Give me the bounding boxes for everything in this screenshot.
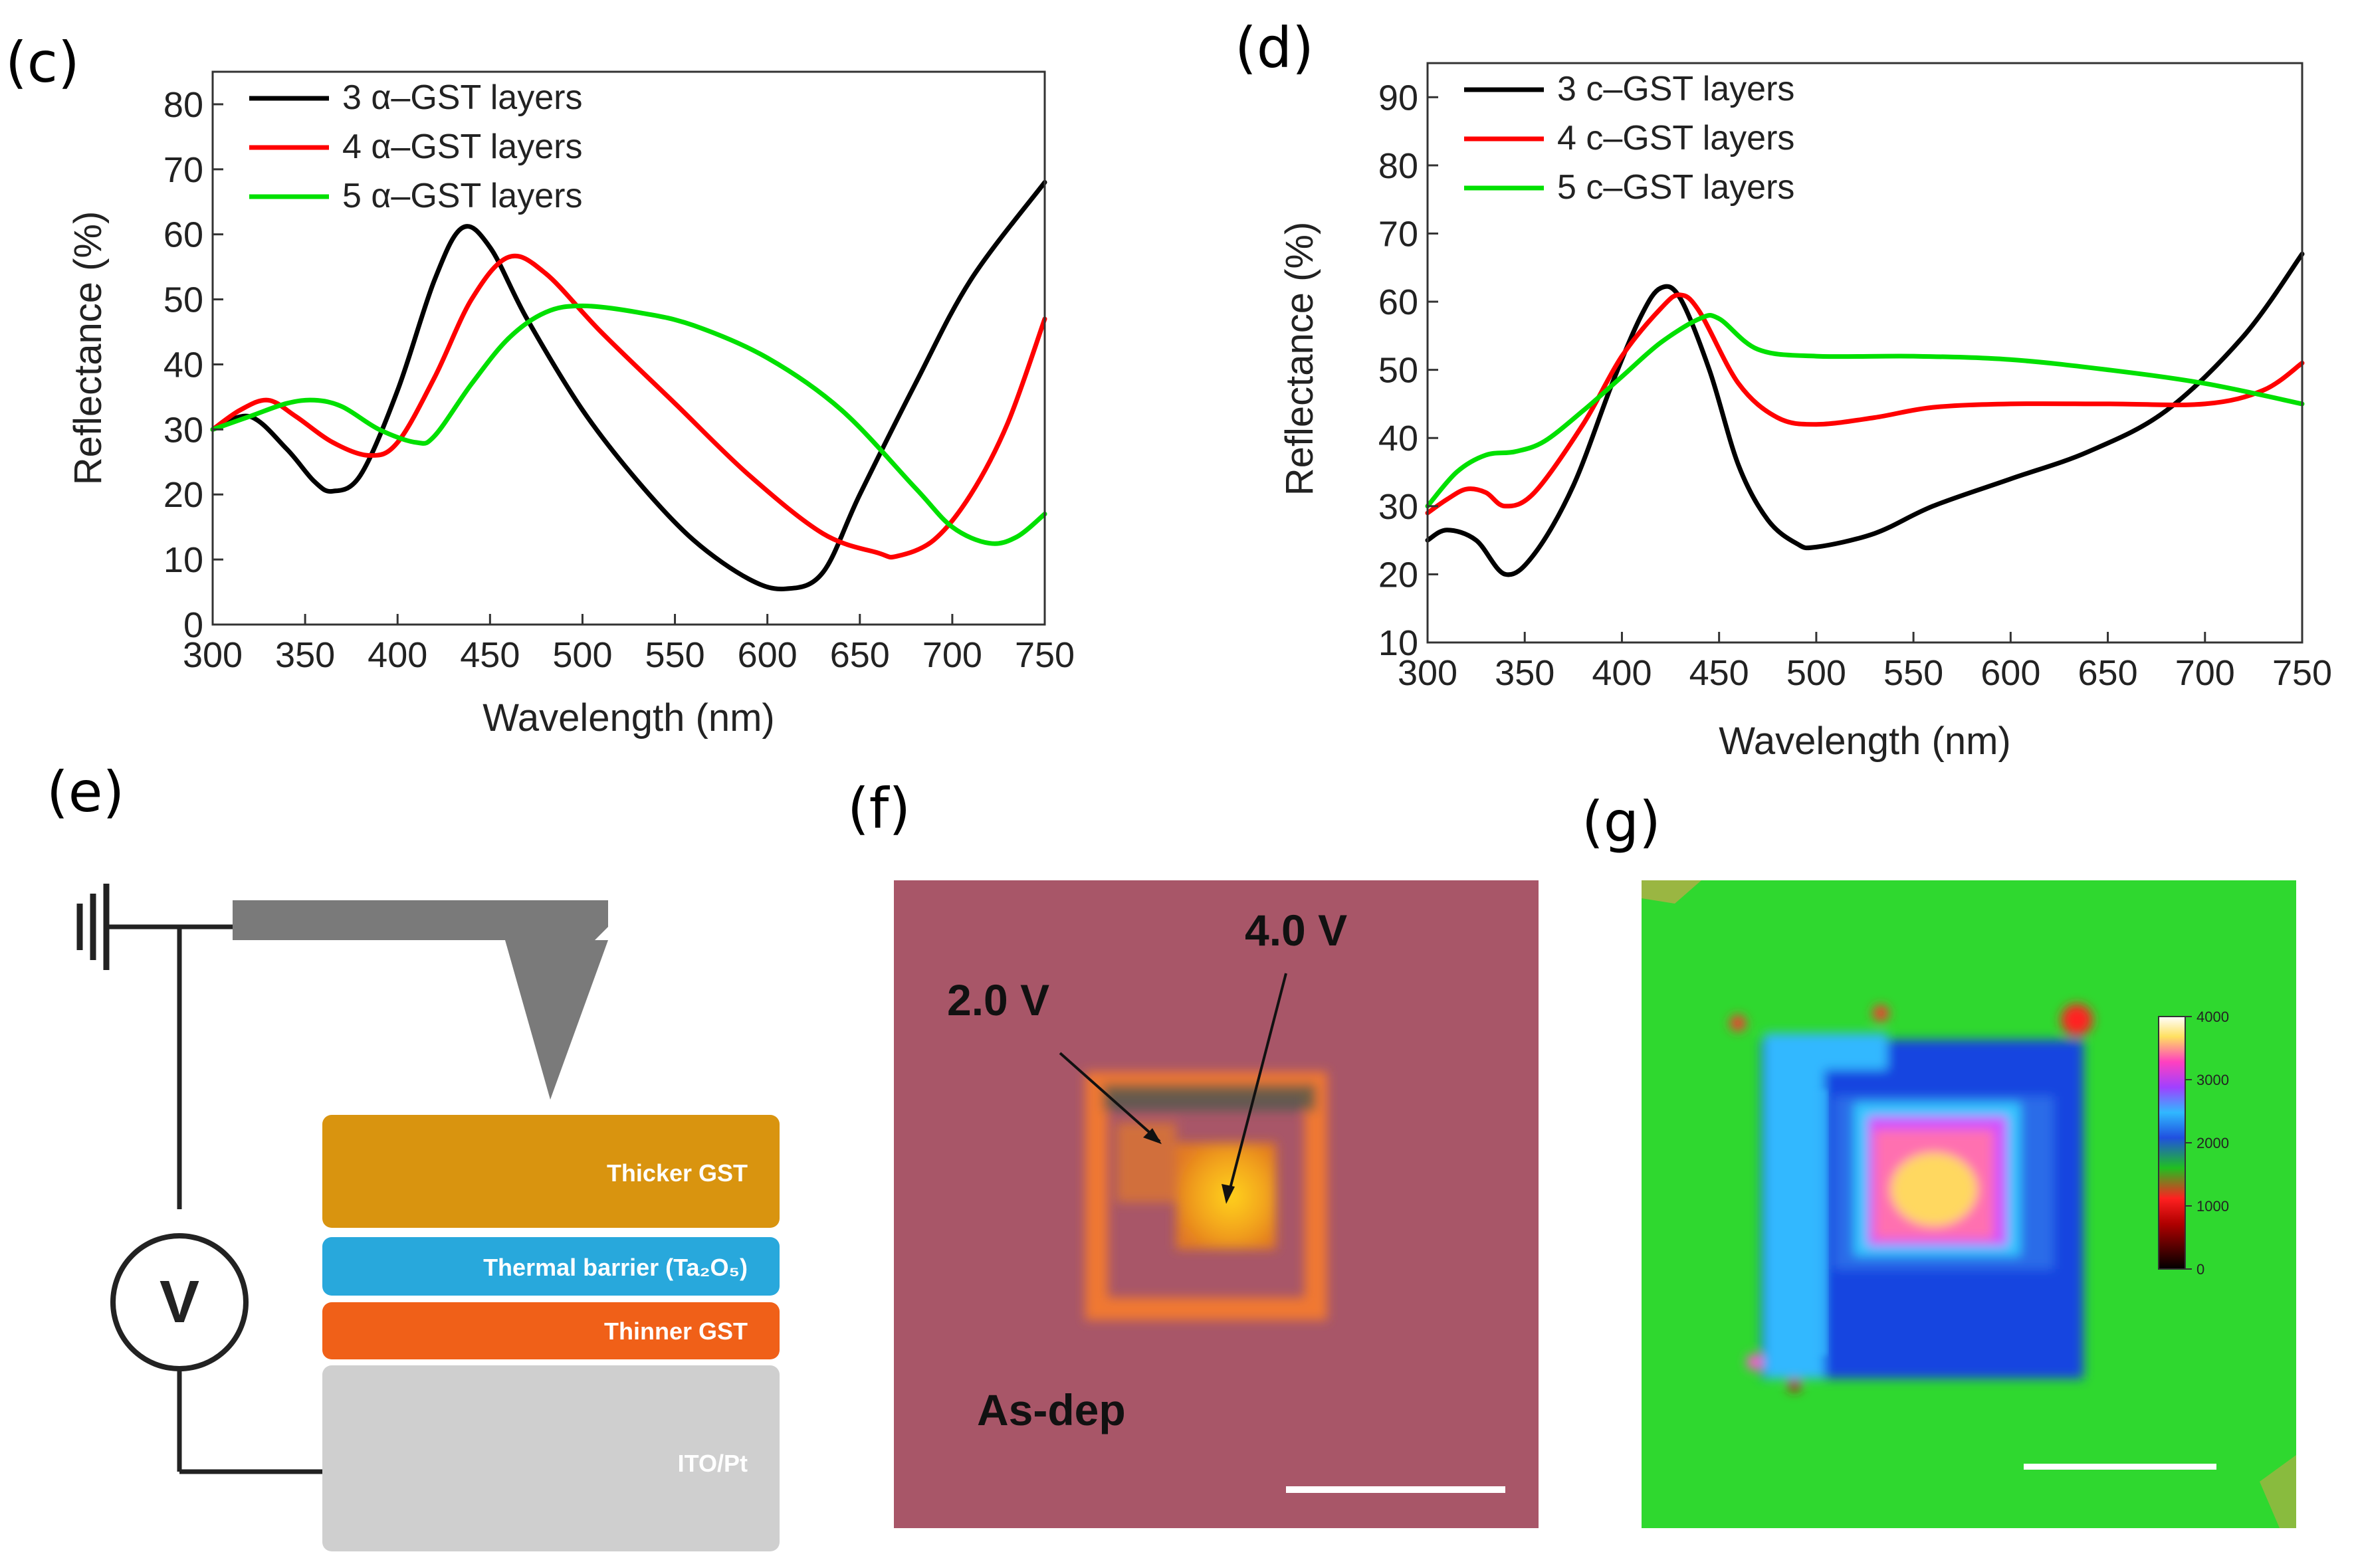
label-as-dep: As-dep xyxy=(977,1385,1126,1434)
voltmeter-label: V xyxy=(160,1269,199,1335)
chart-c-ytick-label: 80 xyxy=(163,85,203,125)
scale-bar-f xyxy=(1286,1486,1505,1493)
chart-c-frame xyxy=(211,70,1046,626)
legend-label-d-1: 3 c–GST layers xyxy=(1557,70,1794,108)
legend-label-c-2: 4 α–GST layers xyxy=(342,128,582,166)
layer-thinner-gst-label: Thinner GST xyxy=(604,1318,748,1345)
afm-tip xyxy=(505,940,608,1100)
colorbar-tick-label: 1000 xyxy=(2196,1198,2229,1215)
chart-d-series-1-line xyxy=(1425,251,2305,577)
scale-bar-g xyxy=(2024,1464,2216,1470)
arrow-2v xyxy=(1059,1052,1161,1143)
raman-map-g: 0 1000 2000 3000 4000 xyxy=(1642,880,2296,1528)
chart-d-xtick-label: 400 xyxy=(1592,653,1652,693)
ground-icon xyxy=(76,884,233,970)
chart-d-series-2-line xyxy=(1425,292,2305,516)
chart-c-xtick-label: 450 xyxy=(460,635,520,675)
chart-d-ytick-label: 30 xyxy=(1378,487,1418,527)
chart-d-series-3-line xyxy=(1425,313,2305,509)
chart-d-xtick-label: 350 xyxy=(1495,653,1554,693)
chart-c-curves xyxy=(210,179,1047,592)
chart-d-xtick-label: 650 xyxy=(2078,653,2138,693)
chart-d-xtick-label: 600 xyxy=(1980,653,2040,693)
label-2v: 2.0 V xyxy=(947,975,1049,1025)
schematic-e: V Thicker GST Thermal barrier (Ta₂O₅) Th… xyxy=(76,884,780,1551)
chart-c-xtick-label: 500 xyxy=(552,635,612,675)
chart-c-ytick-label: 30 xyxy=(163,410,203,450)
colorbar-tick-label: 4000 xyxy=(2196,1009,2229,1025)
layer-ito-pt xyxy=(322,1365,780,1551)
chart-d-ytick-label: 80 xyxy=(1378,146,1418,186)
chart-c-xtick-label: 750 xyxy=(1015,635,1075,675)
colorbar-tick-label: 3000 xyxy=(2196,1072,2229,1088)
chart-d-xtick-label: 550 xyxy=(1883,653,1943,693)
panel-label-e: (e) xyxy=(47,759,125,825)
panel-label-f: (f) xyxy=(847,776,911,841)
chart-d-ytick-label: 70 xyxy=(1378,214,1418,254)
legend-label-d-2: 4 c–GST layers xyxy=(1557,119,1794,157)
chart-c-ytick-label: 10 xyxy=(163,540,203,580)
legend-label-d-3: 5 c–GST layers xyxy=(1557,168,1794,207)
arrow-4v xyxy=(1227,973,1287,1197)
chart-c-ytick-label: 60 xyxy=(163,215,203,255)
layer-thicker-gst-label: Thicker GST xyxy=(607,1159,748,1187)
chart-c-series-3-line xyxy=(210,303,1047,546)
colorbar-tick-label: 2000 xyxy=(2196,1135,2229,1151)
chart-d-legend: 3 c–GST layers 4 c–GST layers 5 c–GST laye… xyxy=(1464,70,1794,207)
chart-d-ytick-label: 60 xyxy=(1378,282,1418,322)
legend-label-c-3: 5 α–GST layers xyxy=(342,177,582,215)
chart-c-xlabel: Wavelength (nm) xyxy=(482,696,774,739)
chart-d-xlabel: Wavelength (nm) xyxy=(1719,720,2010,763)
chart-c-xtick-label: 700 xyxy=(922,635,982,675)
chart-c: 300 350 400 450 500 550 600 650 700 750 0 10 20 30 40 5… xyxy=(66,70,1075,739)
chart-c-legend: 3 α–GST layers 4 α–GST layers 5 α–GST laye… xyxy=(249,78,582,215)
panel-label-g: (g) xyxy=(1582,789,1661,854)
legend-label-c-1: 3 α–GST layers xyxy=(342,78,582,117)
chart-d-xtick-label: 500 xyxy=(1786,653,1846,693)
layer-thinner-gst xyxy=(322,1302,780,1359)
chart-c-ytick-label: 70 xyxy=(163,150,203,190)
chart-c-ytick-label: 40 xyxy=(163,345,203,385)
chart-d-frame xyxy=(1426,62,2303,644)
chart-c-xtick-label: 350 xyxy=(275,635,335,675)
layer-thermal-barrier xyxy=(322,1237,780,1296)
chart-d-curves xyxy=(1425,251,2305,577)
chart-c-ytick-label: 20 xyxy=(163,475,203,515)
chart-d-xtick-label: 450 xyxy=(1689,653,1749,693)
panel-label-d: (d) xyxy=(1235,15,1314,80)
chart-c-ytick-label: 0 xyxy=(183,605,203,645)
chart-c-xtick-label: 600 xyxy=(738,635,798,675)
chart-c-ylabel: Reflectance (%) xyxy=(66,211,110,486)
chart-d-xtick-label: 750 xyxy=(2272,653,2332,693)
colorbar-ticks: 0 1000 2000 3000 4000 xyxy=(2185,1009,2229,1278)
chart-c-xtick-label: 400 xyxy=(368,635,427,675)
layer-thicker-gst xyxy=(322,1115,780,1228)
chart-c-xtick-label: 300 xyxy=(183,635,243,675)
chart-d-ylabel: Reflectance (%) xyxy=(1278,222,1321,496)
chart-d-ytick-label: 10 xyxy=(1378,623,1418,663)
cantilever xyxy=(233,900,608,940)
chart-c-ytick-label: 50 xyxy=(163,280,203,320)
chart-d-ytick-label: 20 xyxy=(1378,555,1418,595)
chart-c-series-1-line xyxy=(210,179,1047,592)
chart-d-ytick-label: 50 xyxy=(1378,351,1418,391)
chart-d: 300 350 400 450 500 550 600 650 700 750 10 20 30 40 50… xyxy=(1278,62,2332,763)
colorbar-tick-label: 0 xyxy=(2196,1261,2204,1278)
chart-d-ytick-label: 90 xyxy=(1378,78,1418,118)
layer-ito-pt-label: ITO/Pt xyxy=(678,1450,748,1477)
colorbar xyxy=(2158,1016,2186,1270)
chart-c-xtick-label: 650 xyxy=(830,635,890,675)
chart-d-xtick-label: 300 xyxy=(1398,653,1457,693)
chart-d-ytick-label: 40 xyxy=(1378,419,1418,458)
optical-image-f: 2.0 V 4.0 V As-dep xyxy=(894,880,1539,1528)
layer-thermal-barrier-label: Thermal barrier (Ta₂O₅) xyxy=(483,1254,748,1281)
chart-c-series-2-line xyxy=(210,253,1047,560)
label-4v: 4.0 V xyxy=(1245,906,1347,955)
chart-d-xtick-label: 700 xyxy=(2175,653,2235,693)
chart-c-xtick-label: 550 xyxy=(645,635,705,675)
panel-label-c: (c) xyxy=(5,30,80,95)
